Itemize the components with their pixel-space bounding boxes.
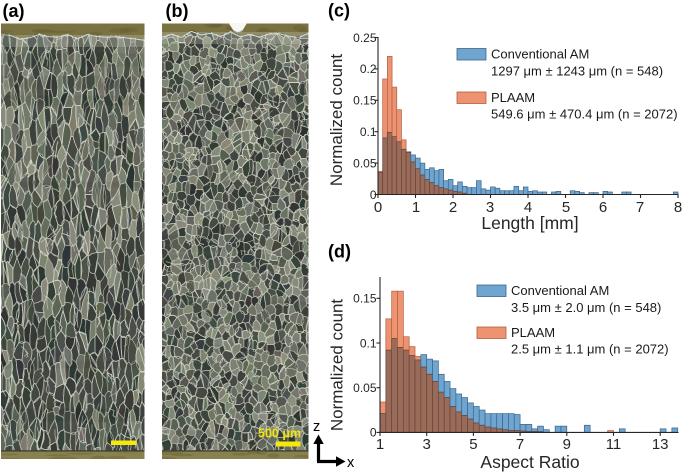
svg-text:7: 7 <box>636 199 644 216</box>
svg-text:0.15: 0.15 <box>353 292 377 306</box>
svg-text:PLAAM: PLAAM <box>511 325 555 340</box>
svg-text:549.6 μm ± 470.4 μm (n = 2072): 549.6 μm ± 470.4 μm (n = 2072) <box>491 107 678 122</box>
svg-text:9: 9 <box>563 436 571 453</box>
svg-text:Conventional AM: Conventional AM <box>491 47 589 62</box>
svg-text:Conventional AM: Conventional AM <box>511 283 609 298</box>
svg-text:11: 11 <box>606 436 622 453</box>
svg-text:2: 2 <box>449 199 457 216</box>
svg-text:PLAAM: PLAAM <box>491 90 535 105</box>
svg-text:0: 0 <box>370 188 377 202</box>
svg-text:Aspect Ratio: Aspect Ratio <box>480 452 579 472</box>
svg-text:(a): (a) <box>3 1 25 21</box>
svg-text:(d): (d) <box>328 242 351 262</box>
svg-text:3.5 μm ± 2.0 μm (n = 548): 3.5 μm ± 2.0 μm (n = 548) <box>511 300 661 315</box>
svg-text:0.2: 0.2 <box>360 62 377 76</box>
svg-text:3: 3 <box>423 436 431 453</box>
svg-text:3: 3 <box>486 199 494 216</box>
svg-text:1297 μm ± 1243 μm (n = 548): 1297 μm ± 1243 μm (n = 548) <box>491 64 663 79</box>
svg-text:x: x <box>347 455 355 471</box>
svg-text:0.05: 0.05 <box>353 381 377 395</box>
svg-text:1: 1 <box>412 199 420 216</box>
svg-text:8: 8 <box>674 199 682 216</box>
svg-text:Normalized count: Normalized count <box>328 299 347 432</box>
svg-text:5: 5 <box>469 436 477 453</box>
svg-text:0.05: 0.05 <box>353 156 377 170</box>
svg-text:6: 6 <box>599 199 607 216</box>
svg-text:(b): (b) <box>166 1 189 21</box>
svg-text:5: 5 <box>562 199 570 216</box>
svg-text:4: 4 <box>524 199 532 216</box>
svg-text:0.1: 0.1 <box>360 125 377 139</box>
svg-text:0.15: 0.15 <box>353 94 377 108</box>
svg-text:13: 13 <box>652 436 669 453</box>
svg-text:1: 1 <box>376 436 384 453</box>
svg-text:z: z <box>313 419 320 435</box>
svg-text:2.5 μm ± 1.1 μm (n = 2072): 2.5 μm ± 1.1 μm (n = 2072) <box>511 342 669 357</box>
svg-text:0: 0 <box>374 199 382 216</box>
svg-text:Normalized count: Normalized count <box>327 54 346 187</box>
svg-text:(c): (c) <box>328 1 350 21</box>
svg-text:500 μm: 500 μm <box>258 427 301 441</box>
svg-text:0.25: 0.25 <box>353 31 377 45</box>
svg-text:Length [mm]: Length [mm] <box>481 213 578 233</box>
svg-text:0.1: 0.1 <box>360 336 377 350</box>
svg-text:7: 7 <box>516 436 524 453</box>
svg-text:0: 0 <box>370 426 377 440</box>
